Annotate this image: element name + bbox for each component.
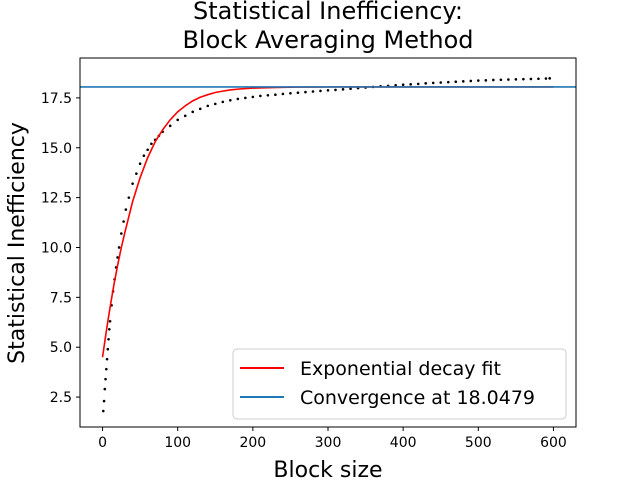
scatter-point	[150, 142, 153, 146]
y-axis-label: Statistical Inefficiency	[5, 122, 30, 364]
scatter-point	[108, 327, 111, 331]
scatter-point	[191, 110, 195, 114]
scatter-point	[244, 96, 247, 100]
scatter-point	[266, 93, 270, 97]
scatter-point	[281, 92, 285, 96]
y-tick-label: 12.5	[41, 191, 72, 207]
scatter-point	[349, 87, 352, 91]
scatter-point	[135, 172, 138, 175]
scatter-point	[102, 399, 106, 403]
x-tick-label: 400	[390, 435, 417, 451]
scatter-point	[431, 81, 435, 85]
scatter-point	[484, 79, 488, 82]
scatter-point	[229, 98, 232, 102]
scatter-point	[101, 409, 105, 413]
scatter-point	[514, 78, 518, 81]
y-axis: 2.5 5.0 7.5 10.0 12.5 15.0 17.5	[41, 91, 80, 406]
y-tick-label: 7.5	[50, 290, 72, 306]
scatter-point	[259, 94, 262, 98]
scatter-point	[304, 90, 307, 94]
scatter-point	[168, 124, 172, 128]
scatter-point	[105, 357, 109, 361]
scatter-point	[105, 367, 108, 371]
scatter-point	[454, 80, 458, 84]
scatter-point	[176, 118, 179, 122]
scatter-point	[138, 162, 142, 166]
x-tick-label: 200	[239, 435, 266, 451]
scatter-point	[146, 148, 149, 152]
y-tick-label: 17.5	[41, 91, 72, 107]
scatter-point	[311, 90, 315, 93]
scatter-point	[124, 208, 128, 211]
scatter-point	[251, 95, 255, 99]
scatter-point	[492, 78, 495, 82]
scatter-point	[104, 377, 107, 381]
x-axis-label: Block size	[273, 458, 382, 480]
scatter-point	[416, 82, 420, 86]
scatter-point	[289, 92, 292, 95]
scatter-point	[548, 77, 551, 80]
x-tick-label: 600	[540, 435, 567, 451]
scatter-point	[537, 77, 540, 81]
plot-area	[80, 77, 576, 413]
scatter-point	[120, 232, 123, 235]
scatter-point	[499, 78, 503, 82]
scatter-point	[522, 77, 525, 81]
scatter-point	[274, 93, 277, 97]
scatter-point	[477, 79, 480, 82]
scatter-point	[424, 82, 427, 85]
scatter-point	[116, 256, 119, 259]
scatter-point	[439, 81, 443, 84]
scatter-point	[236, 97, 240, 101]
scatter-point	[296, 91, 300, 95]
legend: Exponential decay fit Convergence at 18.…	[232, 348, 567, 420]
scatter-point	[142, 154, 146, 158]
y-tick-label: 15.0	[41, 141, 72, 157]
scatter-point	[206, 104, 210, 108]
x-tick-label: 500	[465, 435, 492, 451]
scatter-point	[446, 80, 450, 84]
chart-title-line-1: Statistical Inefficiency:	[193, 0, 463, 25]
chart-title-line-2: Block Averaging Method	[182, 26, 473, 54]
scatter-point	[394, 84, 397, 87]
legend-box	[232, 348, 567, 420]
x-tick-label: 300	[315, 435, 342, 451]
scatter-point	[529, 77, 533, 81]
legend-fit-label: Exponential decay fit	[300, 358, 501, 380]
y-tick-label: 2.5	[50, 390, 72, 406]
legend-convergence-label: Convergence at 18.0479	[300, 387, 535, 409]
scatter-point	[469, 79, 473, 83]
scatter-point	[106, 347, 110, 351]
scatter-point	[544, 77, 548, 80]
scatter-point	[409, 83, 412, 86]
scatter-point	[401, 83, 405, 87]
scatter-point	[507, 78, 510, 81]
x-axis: 0 100 200 300 400 500 600	[98, 427, 567, 451]
fit-line	[101, 86, 554, 358]
scatter-point	[326, 89, 330, 92]
x-tick-label: 100	[164, 435, 191, 451]
scatter-point	[117, 246, 121, 249]
scatter-point	[183, 114, 187, 118]
scatter-point	[319, 89, 322, 93]
scatter-point	[341, 88, 345, 91]
scatter-point	[221, 100, 225, 104]
scatter-point	[461, 80, 465, 83]
y-tick-label: 10.0	[41, 240, 72, 256]
scatter-point	[108, 319, 112, 323]
scatter-point	[131, 182, 134, 185]
scatter-point	[213, 102, 217, 106]
scatter-point	[198, 107, 202, 111]
y-tick-label: 5.0	[50, 340, 72, 356]
x-tick-label: 0	[98, 435, 107, 451]
scatter-point	[122, 220, 125, 223]
scatter-point	[107, 337, 110, 341]
scatter-point	[334, 88, 337, 92]
scatter-point	[103, 387, 107, 391]
scatter-point	[127, 196, 131, 199]
